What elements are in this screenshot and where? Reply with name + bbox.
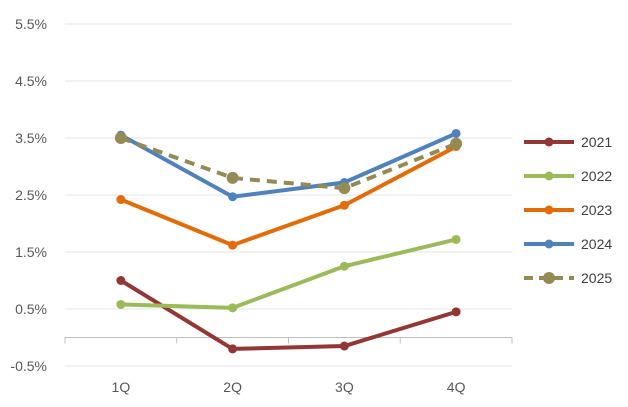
- data-point: [451, 234, 461, 244]
- legend-label: 2025: [581, 270, 612, 286]
- data-point: [116, 276, 126, 285]
- y-tick-label: 3.5%: [15, 130, 47, 146]
- y-tick-label: 1.5%: [15, 244, 47, 260]
- y-tick-label: 5.5%: [15, 16, 47, 32]
- data-point: [228, 344, 238, 354]
- legend-marker: [543, 272, 555, 284]
- x-tick-label: 3Q: [335, 379, 354, 395]
- series-2022: [116, 234, 461, 313]
- legend-marker: [544, 171, 554, 181]
- data-point: [339, 200, 349, 210]
- series-line: [118, 278, 459, 351]
- series-2025: [114, 132, 463, 195]
- series-2021: [116, 276, 461, 354]
- data-point: [228, 303, 238, 313]
- data-point: [451, 307, 461, 317]
- data-point: [228, 192, 238, 202]
- legend-item-2023: 2023: [524, 202, 612, 218]
- data-point: [116, 299, 126, 309]
- y-tick-label: 4.5%: [15, 73, 47, 89]
- legend-item-2024: 2024: [524, 236, 612, 252]
- legend-label: 2022: [581, 168, 612, 184]
- legend-label: 2023: [581, 202, 612, 218]
- data-point: [116, 195, 126, 205]
- data-point: [339, 261, 349, 271]
- legend-label: 2024: [581, 236, 612, 252]
- series-line: [118, 237, 459, 310]
- series-2023: [116, 142, 461, 250]
- x-tick-label: 2Q: [223, 379, 242, 395]
- data-point: [226, 171, 239, 184]
- data-point: [450, 137, 463, 150]
- x-tick-label: 1Q: [112, 379, 131, 395]
- data-point: [338, 182, 351, 195]
- data-point: [451, 128, 461, 138]
- series-line: [118, 144, 459, 248]
- legend-item-2022: 2022: [524, 168, 612, 184]
- gridlines: [65, 23, 512, 367]
- data-point: [114, 132, 127, 144]
- legend-marker: [544, 239, 554, 249]
- series-line: [118, 131, 459, 199]
- y-tick-label: -0.5%: [10, 358, 47, 374]
- series-2024: [116, 128, 461, 202]
- series-lines: [114, 128, 463, 354]
- axes: -0.5% 0.5% 1.5% 2.5% 3.5% 4.5% 5.5% 1Q 2Q 3Q 4Q: [10, 16, 513, 395]
- legend-marker: [544, 205, 554, 215]
- legend-item-2021: 2021: [524, 134, 612, 150]
- legend: 2021 2022 2023 2024 2025: [524, 134, 612, 286]
- y-tick-label: 0.5%: [15, 301, 47, 317]
- legend-item-2025: 2025: [524, 270, 612, 286]
- x-tick-label: 4Q: [447, 379, 466, 395]
- legend-marker: [544, 137, 554, 147]
- data-point: [339, 341, 349, 351]
- legend-label: 2021: [581, 134, 612, 150]
- data-point: [228, 240, 238, 250]
- y-tick-label: 2.5%: [15, 187, 47, 203]
- series-line: [120, 136, 457, 191]
